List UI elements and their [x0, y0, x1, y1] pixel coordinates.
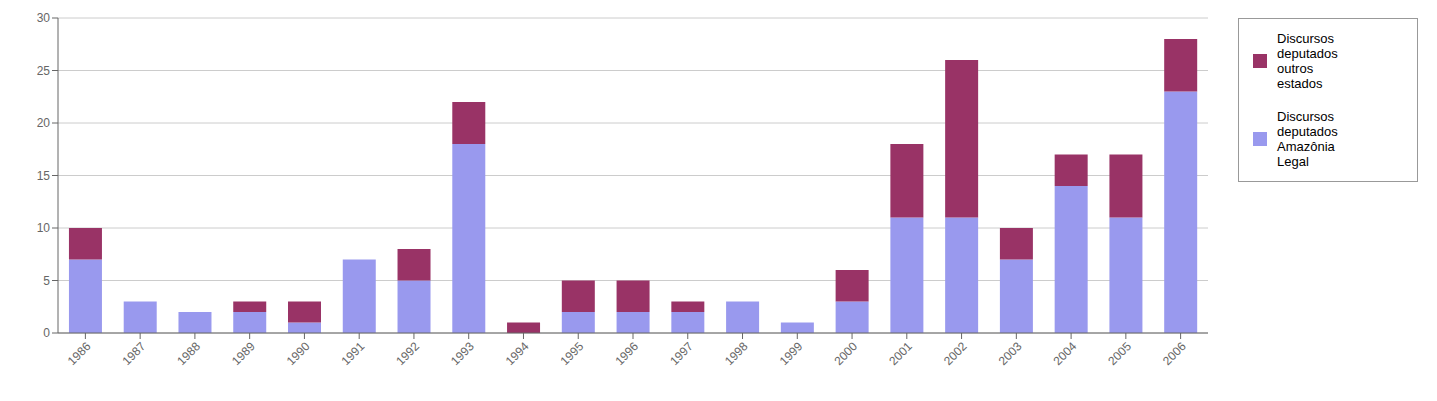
svg-text:1992: 1992: [393, 339, 422, 368]
html-text:deputados: deputados: [1277, 46, 1338, 61]
svg-text:5: 5: [43, 274, 50, 288]
svg-text:2005: 2005: [1105, 339, 1134, 368]
svg-text:2000: 2000: [831, 339, 860, 368]
svg-text:10: 10: [37, 221, 51, 235]
html-text:Discursos: Discursos: [1277, 31, 1335, 46]
svg-text:25: 25: [37, 64, 51, 78]
svg-text:20: 20: [37, 116, 51, 130]
svg-text:1990: 1990: [284, 339, 313, 368]
html-text:Amazônia: Amazônia: [1277, 139, 1335, 154]
svg-text:2003: 2003: [996, 339, 1025, 368]
html-text:outros: outros: [1277, 61, 1314, 76]
svg-text:1993: 1993: [448, 339, 477, 368]
svg-text:1996: 1996: [612, 339, 641, 368]
html-text:estados: estados: [1277, 76, 1323, 91]
html-text:Legal: Legal: [1277, 154, 1309, 169]
svg-text:0: 0: [43, 326, 50, 340]
svg-text:1998: 1998: [722, 339, 751, 368]
svg-text:1986: 1986: [65, 339, 94, 368]
svg-text:1995: 1995: [558, 339, 587, 368]
svg-text:1989: 1989: [229, 339, 258, 368]
svg-text:1994: 1994: [503, 339, 532, 368]
html-text:deputados: deputados: [1277, 124, 1338, 139]
svg-text:15: 15: [37, 169, 51, 183]
html-text:Discursos: Discursos: [1277, 109, 1335, 124]
svg-text:2004: 2004: [1050, 339, 1079, 368]
svg-text:1987: 1987: [120, 339, 149, 368]
svg-text:1991: 1991: [339, 339, 368, 368]
svg-text:2001: 2001: [886, 339, 915, 368]
svg-text:2002: 2002: [941, 339, 970, 368]
svg-text:1988: 1988: [174, 339, 203, 368]
svg-text:2006: 2006: [1160, 339, 1189, 368]
svg-text:1999: 1999: [777, 339, 806, 368]
svg-text:1997: 1997: [667, 339, 696, 368]
svg-text:30: 30: [37, 11, 51, 25]
